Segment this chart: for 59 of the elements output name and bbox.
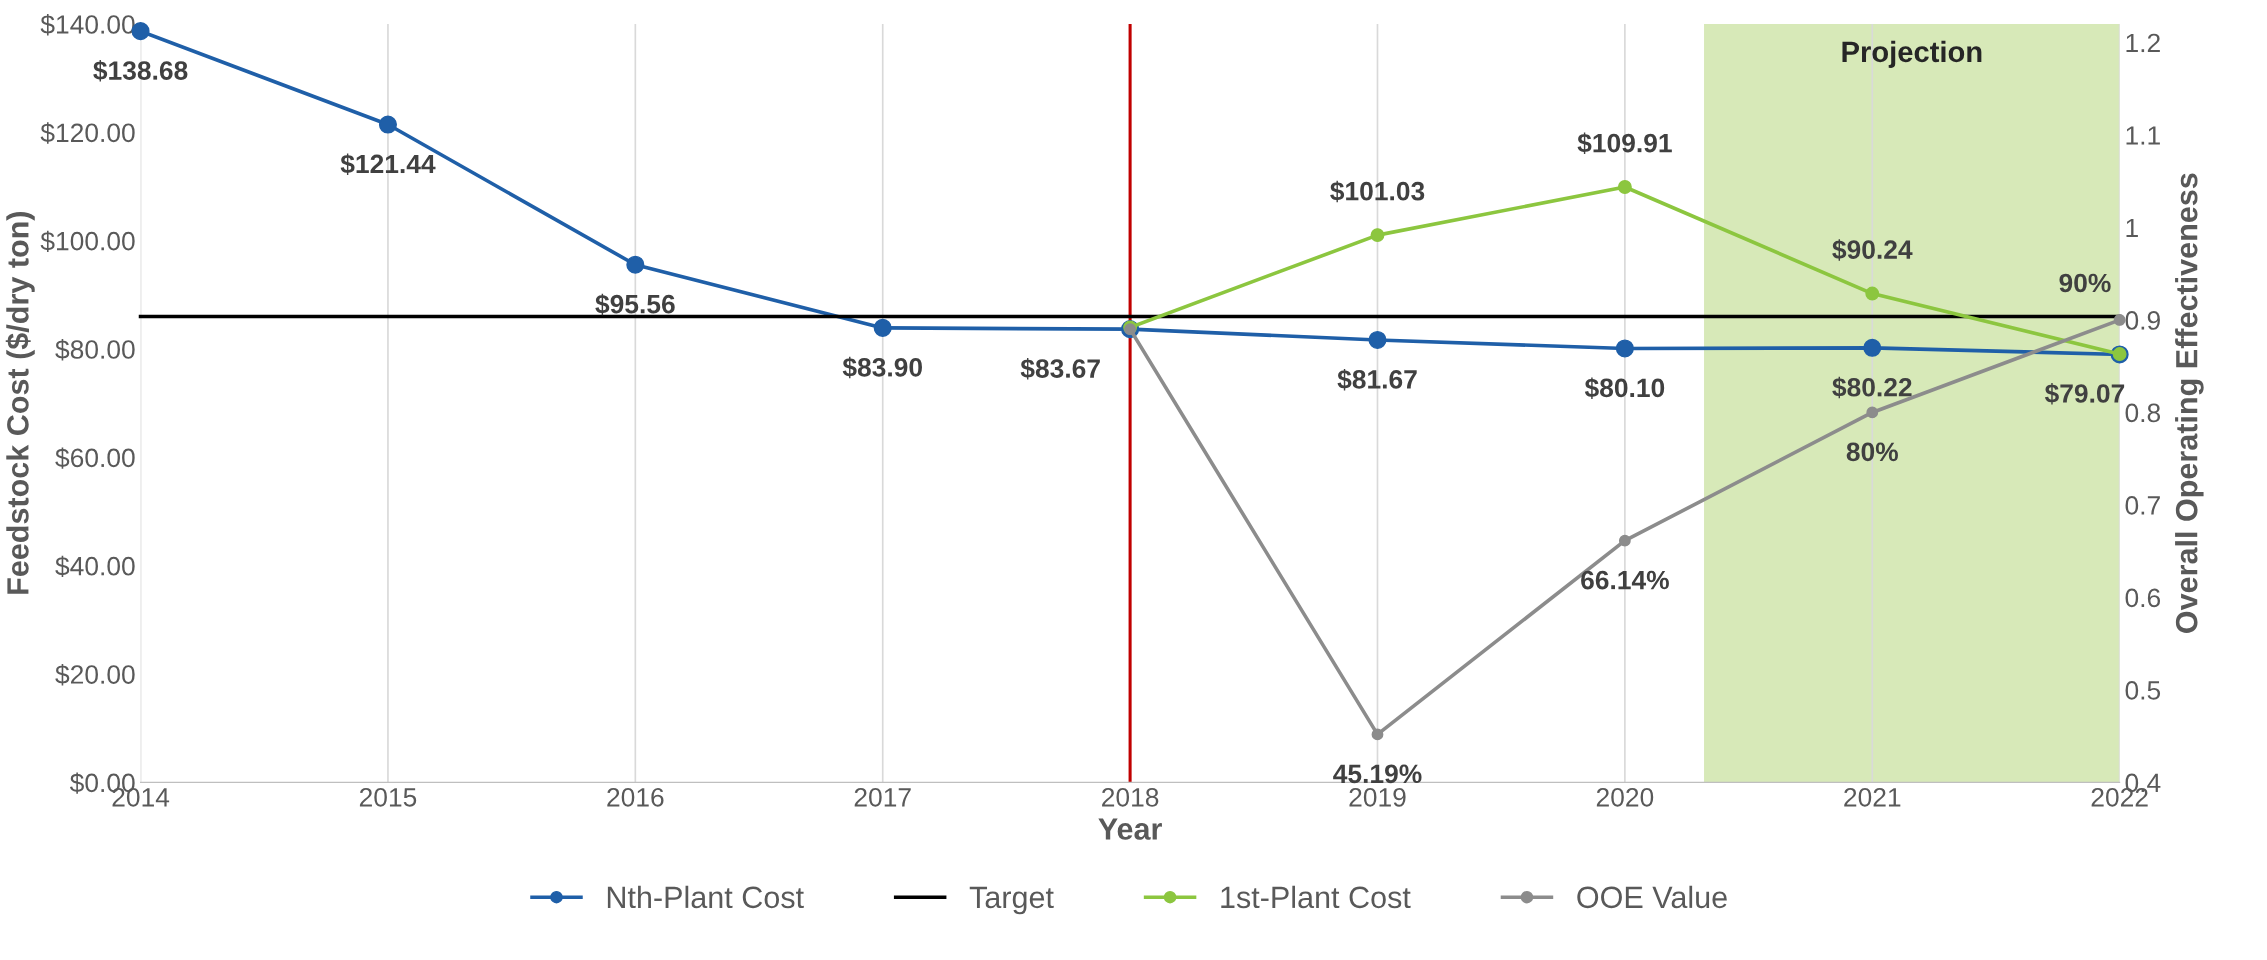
point (1617, 180, 1632, 194)
data-label: $121.44 (340, 153, 436, 175)
y2-tick-label: 0.5 (2125, 681, 2161, 700)
data-label: $138.68 (93, 60, 188, 82)
x-axis-title: Year (1098, 818, 1162, 840)
data-label: 45.19% (1333, 764, 1422, 784)
y-tick-label: $60.00 (55, 447, 135, 469)
legend-label: Target (969, 886, 1054, 915)
data-label: $83.67 (1020, 358, 1100, 380)
y-tick-label: $20.00 (55, 664, 135, 686)
data-label: 80% (1846, 442, 1898, 462)
point (2113, 314, 2126, 326)
point (1368, 330, 1387, 350)
legend-label: 1st-Plant Cost (1221, 885, 1411, 909)
x-tick-label: 2020 (1596, 787, 1654, 807)
data-label: $81.67 (1337, 368, 1417, 391)
point (1865, 286, 1880, 301)
data-label: $80.10 (1584, 377, 1665, 399)
y2-tick-label: 1.2 (2126, 33, 2160, 53)
x-tick-label: 2016 (607, 787, 664, 807)
point (1618, 534, 1631, 547)
y-tick-label: $140.00 (40, 14, 135, 36)
data-label: $101.03 (1330, 180, 1425, 203)
x-tick-label: 2017 (854, 787, 911, 807)
y2-axis-title: Overall Operating Effectiveness (2175, 173, 2204, 633)
x-tick-label: 2019 (1349, 787, 1406, 807)
y-tick-label: $80.00 (55, 339, 135, 361)
point (1370, 228, 1385, 243)
x-tick-label: 2021 (1844, 787, 1901, 807)
point (1615, 339, 1634, 358)
data-label: $80.22 (1832, 376, 1912, 399)
point (873, 318, 892, 337)
point (1863, 338, 1882, 357)
data-label: $83.90 (842, 356, 922, 379)
y2-tick-label: 0.6 (2125, 588, 2161, 608)
data-label: $79.07 (2044, 382, 2125, 405)
y2-tick-label: 1.1 (2126, 126, 2160, 145)
legend-label: Nth-Plant Cost (607, 885, 804, 909)
data-label: $90.24 (1832, 239, 1913, 261)
x-tick-label: 2018 (1102, 787, 1159, 807)
data-label: 66.14% (1581, 570, 1669, 590)
point (1866, 406, 1879, 419)
y-tick-label: $120.00 (40, 122, 135, 144)
y2-tick-label: 1 (2126, 218, 2138, 238)
point (1371, 728, 1384, 741)
point (626, 255, 645, 274)
y2-tick-label: 0.7 (2125, 496, 2160, 515)
legend-label: OOE Value (1577, 885, 1727, 909)
point (378, 115, 397, 134)
x-tick-label: 2015 (359, 787, 417, 807)
data-label: $95.56 (595, 293, 675, 316)
y2-tick-label: 0.8 (2125, 403, 2161, 423)
data-label: $109.91 (1577, 132, 1672, 155)
band-label: Projection (1842, 40, 1982, 68)
y2-tick-label: 0.9 (2125, 311, 2160, 330)
y-axis-title: Feedstock Cost ($/dry ton) (5, 212, 35, 594)
y-tick-label: $40.00 (55, 555, 135, 578)
data-label: 90% (2059, 273, 2111, 293)
y-tick-label: $100.00 (40, 230, 135, 253)
